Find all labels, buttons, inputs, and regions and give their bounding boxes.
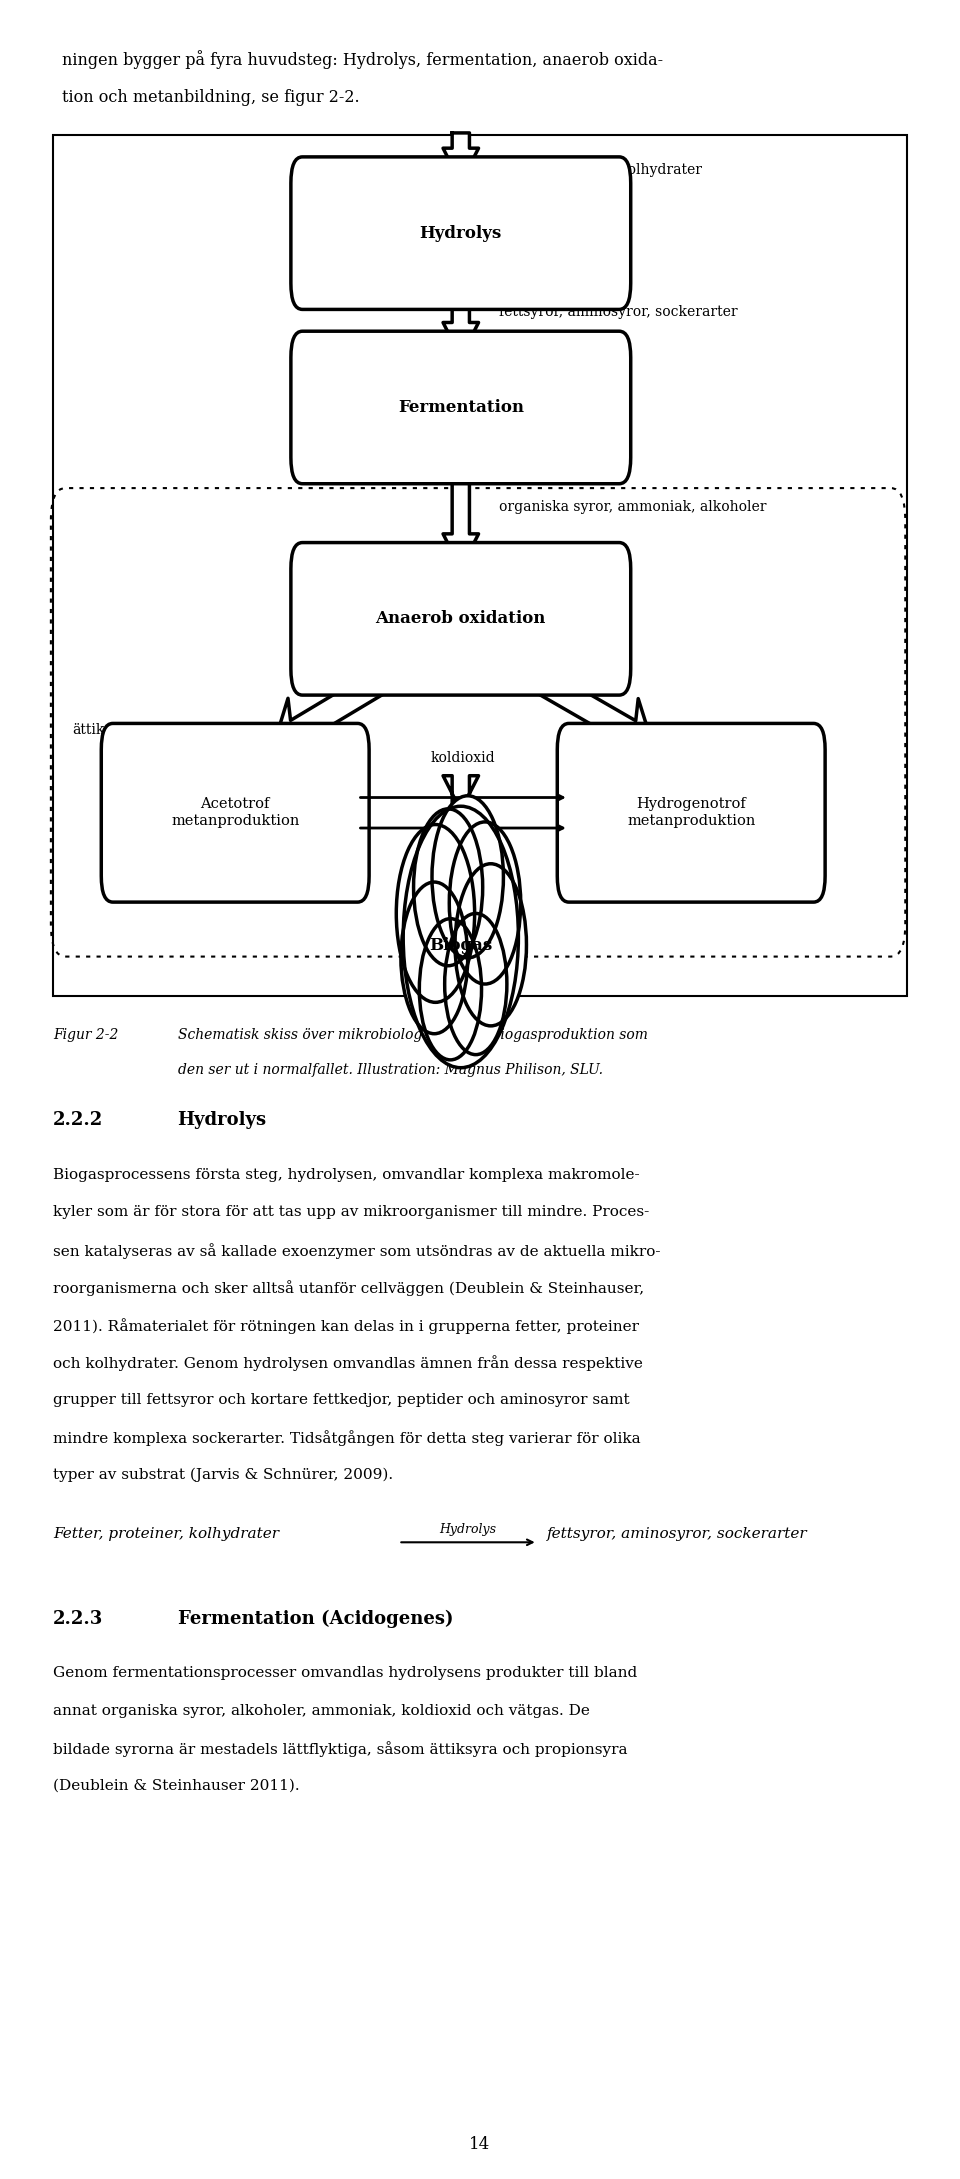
Text: annat organiska syror, alkoholer, ammoniak, koldioxid och vätgas. De: annat organiska syror, alkoholer, ammoni…: [53, 1704, 589, 1717]
Polygon shape: [274, 660, 396, 769]
Text: Anaerob oxidation: Anaerob oxidation: [375, 610, 546, 628]
Text: Hydrolys: Hydrolys: [178, 1111, 267, 1129]
FancyBboxPatch shape: [291, 543, 631, 695]
Circle shape: [449, 821, 520, 985]
Text: Hydrolys: Hydrolys: [440, 1523, 496, 1536]
Text: ättiksyra: ättiksyra: [72, 723, 134, 737]
Text: Biogas: Biogas: [429, 937, 492, 954]
Text: typer av substrat (Jarvis & Schnürer, 2009).: typer av substrat (Jarvis & Schnürer, 20…: [53, 1469, 393, 1482]
Text: organiska syror, ammoniak, alkoholer: organiska syror, ammoniak, alkoholer: [499, 499, 767, 514]
Text: fetter, proteiner, kolhydrater: fetter, proteiner, kolhydrater: [499, 163, 702, 176]
Polygon shape: [443, 283, 478, 357]
Text: (Deublein & Steinhauser 2011).: (Deublein & Steinhauser 2011).: [53, 1778, 300, 1793]
Circle shape: [455, 863, 526, 1026]
Polygon shape: [526, 660, 653, 771]
Text: fettsyror, aminosyror, sockerarter: fettsyror, aminosyror, sockerarter: [499, 305, 738, 318]
Text: 2011). Råmaterialet för rötningen kan delas in i grupperna fetter, proteiner: 2011). Råmaterialet för rötningen kan de…: [53, 1318, 638, 1334]
Circle shape: [420, 920, 482, 1059]
FancyBboxPatch shape: [291, 157, 631, 309]
Polygon shape: [443, 133, 478, 183]
Text: Schematisk skiss över mikrobiologin bakom biogasproduktion som: Schematisk skiss över mikrobiologin bako…: [178, 1028, 647, 1042]
Circle shape: [396, 824, 474, 1002]
Text: roorganismerna och sker alltså utanför cellväggen (Deublein & Steinhauser,: roorganismerna och sker alltså utanför c…: [53, 1281, 644, 1297]
Text: grupper till fettsyror och kortare fettkedjor, peptider och aminosyror samt: grupper till fettsyror och kortare fettk…: [53, 1392, 630, 1408]
Text: Acetotrof
metanproduktion: Acetotrof metanproduktion: [171, 798, 300, 828]
Text: kyler som är för stora för att tas upp av mikroorganismer till mindre. Proces-: kyler som är för stora för att tas upp a…: [53, 1205, 649, 1220]
Text: mindre komplexa sockerarter. Tidsåtgången för detta steg varierar för olika: mindre komplexa sockerarter. Tidsåtgånge…: [53, 1429, 640, 1447]
Text: Fetter, proteiner, kolhydrater: Fetter, proteiner, kolhydrater: [53, 1527, 278, 1541]
Text: 14: 14: [469, 2135, 491, 2153]
Circle shape: [403, 806, 518, 1068]
FancyBboxPatch shape: [102, 723, 369, 902]
Text: Fermentation: Fermentation: [397, 399, 524, 416]
Text: koldioxid, vätgas: koldioxid, vätgas: [645, 723, 765, 737]
Text: Hydrogenotrof
metanproduktion: Hydrogenotrof metanproduktion: [627, 798, 756, 828]
FancyBboxPatch shape: [291, 331, 631, 484]
Text: Hydrolys: Hydrolys: [420, 224, 502, 242]
Text: bildade syrorna är mestadels lättflyktiga, såsom ättiksyra och propionsyra: bildade syrorna är mestadels lättflyktig…: [53, 1741, 627, 1756]
Text: Biogasprocessens första steg, hydrolysen, omvandlar komplexa makromole-: Biogasprocessens första steg, hydrolysen…: [53, 1168, 639, 1181]
Text: 2.2.2: 2.2.2: [53, 1111, 103, 1129]
Text: Genom fermentationsprocesser omvandlas hydrolysens produkter till bland: Genom fermentationsprocesser omvandlas h…: [53, 1667, 637, 1680]
Text: 2.2.3: 2.2.3: [53, 1610, 103, 1628]
Text: fettsyror, aminosyror, sockerarter: fettsyror, aminosyror, sockerarter: [547, 1527, 807, 1541]
Text: Fermentation (Acidogenes): Fermentation (Acidogenes): [178, 1610, 453, 1628]
Circle shape: [432, 795, 503, 959]
Circle shape: [444, 913, 507, 1055]
Text: tion och metanbildning, se figur 2-2.: tion och metanbildning, se figur 2-2.: [62, 89, 360, 107]
Text: den ser ut i normalfallet. Illustration: Magnus Philison, SLU.: den ser ut i normalfallet. Illustration:…: [178, 1063, 603, 1076]
Text: och kolhydrater. Genom hydrolysen omvandlas ämnen från dessa respektive: och kolhydrater. Genom hydrolysen omvand…: [53, 1355, 642, 1371]
Text: koldioxid: koldioxid: [431, 752, 495, 765]
Circle shape: [401, 882, 468, 1033]
Circle shape: [414, 808, 483, 965]
Text: Figur 2-2: Figur 2-2: [53, 1028, 118, 1042]
Bar: [53, 135, 907, 996]
FancyBboxPatch shape: [557, 723, 826, 902]
Text: ningen bygger på fyra huvudsteg: Hydrolys, fermentation, anaerob oxida-: ningen bygger på fyra huvudsteg: Hydroly…: [62, 50, 663, 70]
Text: sen katalyseras av så kallade exoenzymer som utsöndras av de aktuella mikro-: sen katalyseras av så kallade exoenzymer…: [53, 1242, 660, 1259]
Polygon shape: [443, 458, 478, 569]
Polygon shape: [443, 776, 478, 926]
